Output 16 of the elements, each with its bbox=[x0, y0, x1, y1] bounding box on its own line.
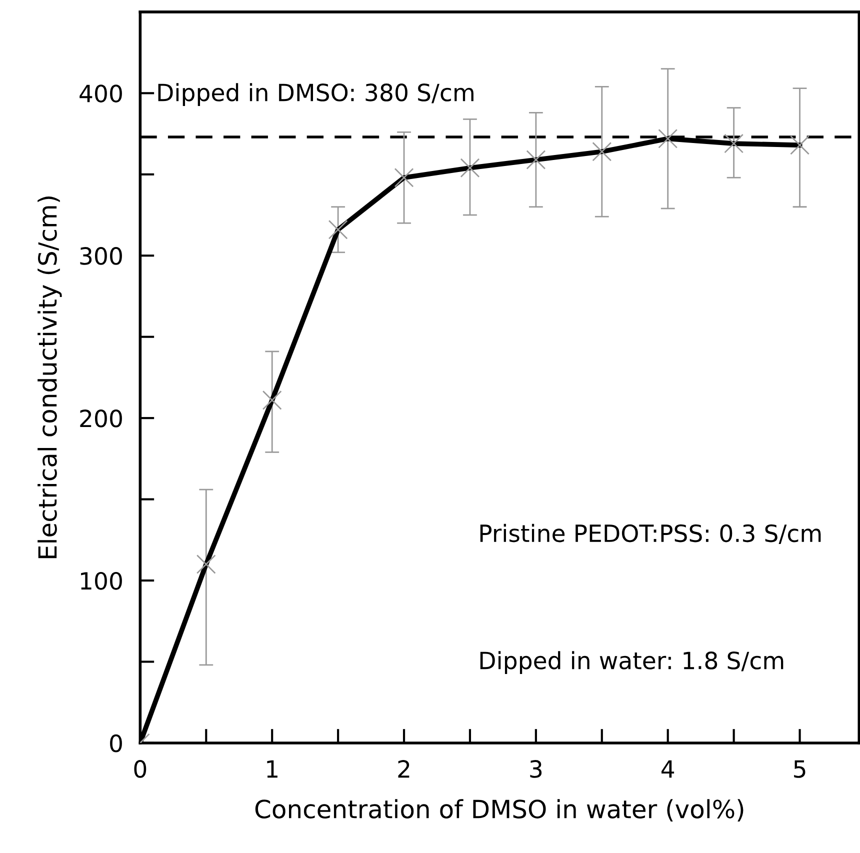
x-tick-label: 3 bbox=[530, 760, 542, 778]
x-tick-label: 1 bbox=[267, 760, 278, 778]
x-tick-label: 4 bbox=[662, 760, 674, 778]
y-tick-label: 0 bbox=[110, 734, 122, 752]
x-axis-title: Concentration of DMSO in water (vol%) bbox=[255, 799, 744, 822]
annotation: Dipped in water: 1.8 S/cm bbox=[480, 651, 784, 674]
y-tick-label: 300 bbox=[80, 247, 122, 265]
x-tick-label: 5 bbox=[794, 760, 806, 778]
annotation: Dipped in DMSO: 380 S/cm bbox=[158, 83, 474, 106]
annotation: Pristine PEDOT:PSS: 0.3 S/cm bbox=[480, 524, 821, 544]
y-tick-label: 100 bbox=[81, 572, 122, 590]
y-axis-title: Electrical conductivity (S/cm) bbox=[38, 196, 62, 558]
y-tick-label: 200 bbox=[80, 410, 122, 428]
x-tick-label: 0 bbox=[134, 760, 146, 778]
x-tick-label: 2 bbox=[398, 760, 410, 778]
y-tick-label: 400 bbox=[80, 84, 122, 102]
